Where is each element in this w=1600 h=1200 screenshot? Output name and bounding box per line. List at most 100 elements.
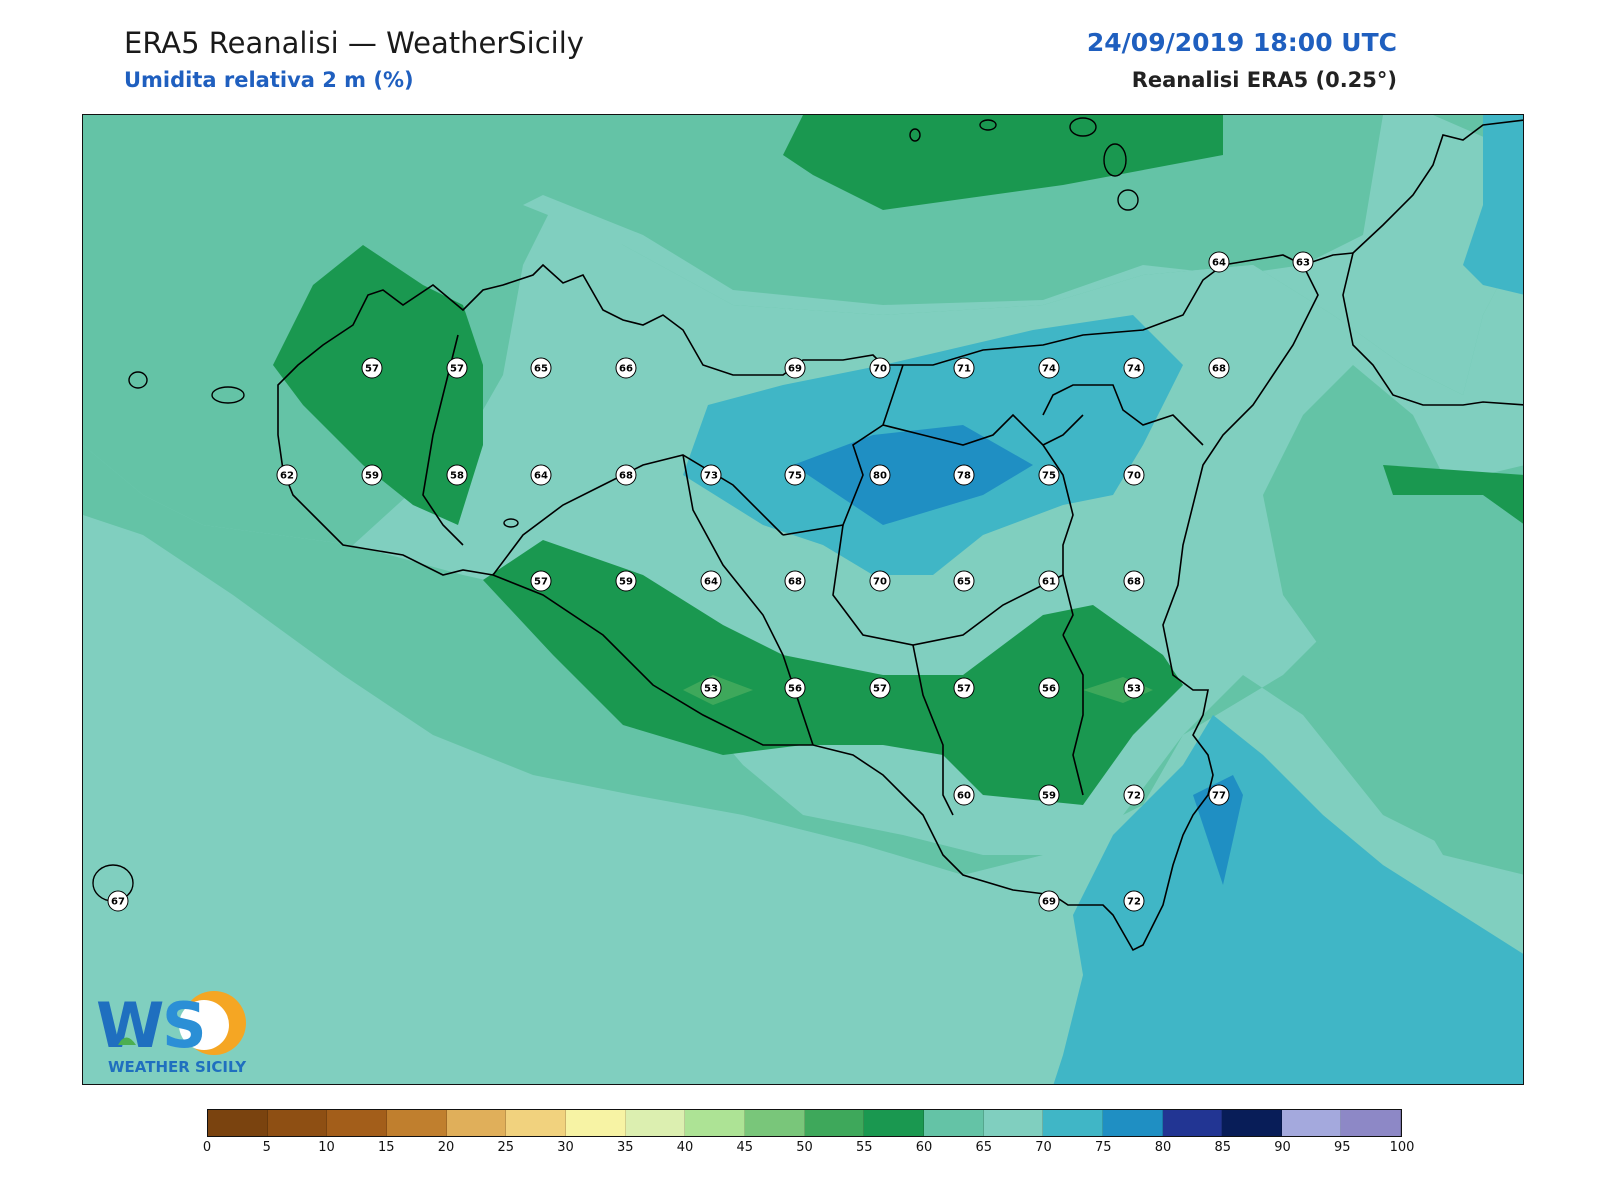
- station-value: 60: [957, 791, 971, 802]
- station-marker: 67: [107, 890, 129, 912]
- colorbar-segment: [1341, 1110, 1402, 1136]
- station-value: 57: [534, 577, 548, 588]
- station-marker: 75: [784, 464, 806, 486]
- station-marker: 73: [700, 464, 722, 486]
- map-title: ERA5 Reanalisi — WeatherSicily: [124, 26, 584, 60]
- colorbar-tick-label: 10: [318, 1140, 335, 1155]
- colorbar-tick-label: 55: [855, 1140, 873, 1155]
- colorbar-tick-label: 90: [1274, 1140, 1291, 1155]
- map-subtitle: Umidita relativa 2 m (%): [124, 68, 414, 92]
- station-marker: 78: [953, 464, 975, 486]
- station-marker: 65: [953, 570, 975, 592]
- station-marker: 64: [700, 570, 722, 592]
- colorbar-tick-label: 25: [497, 1140, 515, 1155]
- station-marker: 75: [1038, 464, 1060, 486]
- colorbar-ticks: 0 5 10 15 20 25 30 35 40 45 50 55 60 65 70 75 80 85 90 95 10…: [203, 1140, 1415, 1160]
- colorbar-tick-label: 70: [1035, 1140, 1052, 1155]
- station-marker: 57: [953, 677, 975, 699]
- colorbar: [207, 1109, 1402, 1137]
- station-value: 74: [1042, 364, 1056, 375]
- station-marker: 68: [615, 464, 637, 486]
- station-value: 73: [704, 471, 718, 482]
- colorbar-segment: [804, 1110, 865, 1136]
- station-value: 72: [1127, 897, 1141, 908]
- station-value: 61: [1042, 577, 1056, 588]
- colorbar-segment: [267, 1110, 328, 1136]
- station-marker: 59: [615, 570, 637, 592]
- station-value: 80: [873, 471, 887, 482]
- station-marker: 57: [361, 357, 383, 379]
- colorbar-segment: [625, 1110, 686, 1136]
- station-marker: 57: [530, 570, 552, 592]
- colorbar-tick-label: 35: [616, 1140, 634, 1155]
- station-markers: 64 63 57 57 65 66 69 70 71 74 74 68 62 59 58 64 68 73 75 80…: [107, 251, 1314, 912]
- station-value: 53: [1127, 684, 1141, 695]
- station-marker: 69: [1038, 890, 1060, 912]
- colorbar-tick-label: 15: [377, 1140, 395, 1155]
- station-value: 68: [1212, 364, 1226, 375]
- colorbar-tick-label: 85: [1214, 1140, 1232, 1155]
- station-marker: 63: [1292, 251, 1314, 273]
- station-marker: 77: [1208, 784, 1230, 806]
- station-value: 64: [534, 471, 548, 482]
- station-value: 53: [704, 684, 718, 695]
- station-marker: 70: [1123, 464, 1145, 486]
- station-marker: 64: [1208, 251, 1230, 273]
- colorbar-segment: [506, 1110, 566, 1136]
- station-value: 70: [873, 577, 887, 588]
- humidity-map: 64 63 57 57 65 66 69 70 71 74 74 68 62 59 58 64 68 73 75 80…: [82, 114, 1524, 1085]
- field-55-60-south: [483, 540, 1183, 805]
- colorbar-segment: [386, 1110, 447, 1136]
- station-value: 59: [1042, 791, 1056, 802]
- station-marker: 65: [530, 357, 552, 379]
- colorbar-tick-label: 20: [437, 1140, 455, 1155]
- colorbar-segment: [744, 1110, 805, 1136]
- colorbar-tick-label: 100: [1389, 1140, 1415, 1155]
- station-value: 56: [788, 684, 802, 695]
- field-60-65-south: [83, 445, 1523, 875]
- station-marker: 72: [1123, 890, 1145, 912]
- station-marker: 53: [700, 677, 722, 699]
- station-marker: 62: [276, 464, 298, 486]
- colorbar-tick-label: 0: [202, 1140, 212, 1155]
- colorbar-tick-label: 80: [1154, 1140, 1172, 1155]
- station-marker: 69: [784, 357, 806, 379]
- station-marker: 66: [615, 357, 637, 379]
- colorbar-tick-label: 30: [557, 1140, 574, 1155]
- station-value: 65: [957, 577, 971, 588]
- map-canvas: 64 63 57 57 65 66 69 70 71 74 74 68 62 59 58 64 68 73 75 80…: [83, 115, 1523, 1084]
- station-marker: 59: [1038, 784, 1060, 806]
- station-marker: 68: [784, 570, 806, 592]
- field-55-60-west: [273, 245, 483, 525]
- station-marker: 58: [446, 464, 468, 486]
- station-value: 59: [619, 577, 633, 588]
- colorbar-segment: [1281, 1110, 1342, 1136]
- colorbar-segment: [983, 1110, 1044, 1136]
- station-marker: 68: [1208, 357, 1230, 379]
- station-value: 57: [365, 364, 379, 375]
- station-marker: 61: [1038, 570, 1060, 592]
- station-marker: 53: [1123, 677, 1145, 699]
- station-value: 59: [365, 471, 379, 482]
- station-marker: 56: [1038, 677, 1060, 699]
- station-value: 67: [111, 897, 125, 908]
- station-marker: 64: [530, 464, 552, 486]
- field-70-75-east: [1463, 115, 1523, 295]
- station-value: 75: [788, 471, 802, 482]
- colorbar-segment: [1222, 1110, 1282, 1136]
- colorbar-segment: [1102, 1110, 1163, 1136]
- station-marker: 71: [953, 357, 975, 379]
- station-marker: 74: [1123, 357, 1145, 379]
- station-value: 69: [788, 364, 802, 375]
- field-75-80-southeast: [1193, 775, 1243, 885]
- station-value: 69: [1042, 897, 1056, 908]
- colorbar-tick-label: 65: [975, 1140, 993, 1155]
- field-65-70-band: [523, 115, 1523, 395]
- colorbar-segment: [446, 1110, 507, 1136]
- data-source: Reanalisi ERA5 (0.25°): [1131, 68, 1397, 92]
- station-value: 77: [1212, 791, 1226, 802]
- logo-text: WEATHER SICILY: [108, 1058, 247, 1076]
- station-marker: 70: [869, 357, 891, 379]
- colorbar-segment: [923, 1110, 984, 1136]
- colorbar-tick-label: 5: [262, 1140, 271, 1155]
